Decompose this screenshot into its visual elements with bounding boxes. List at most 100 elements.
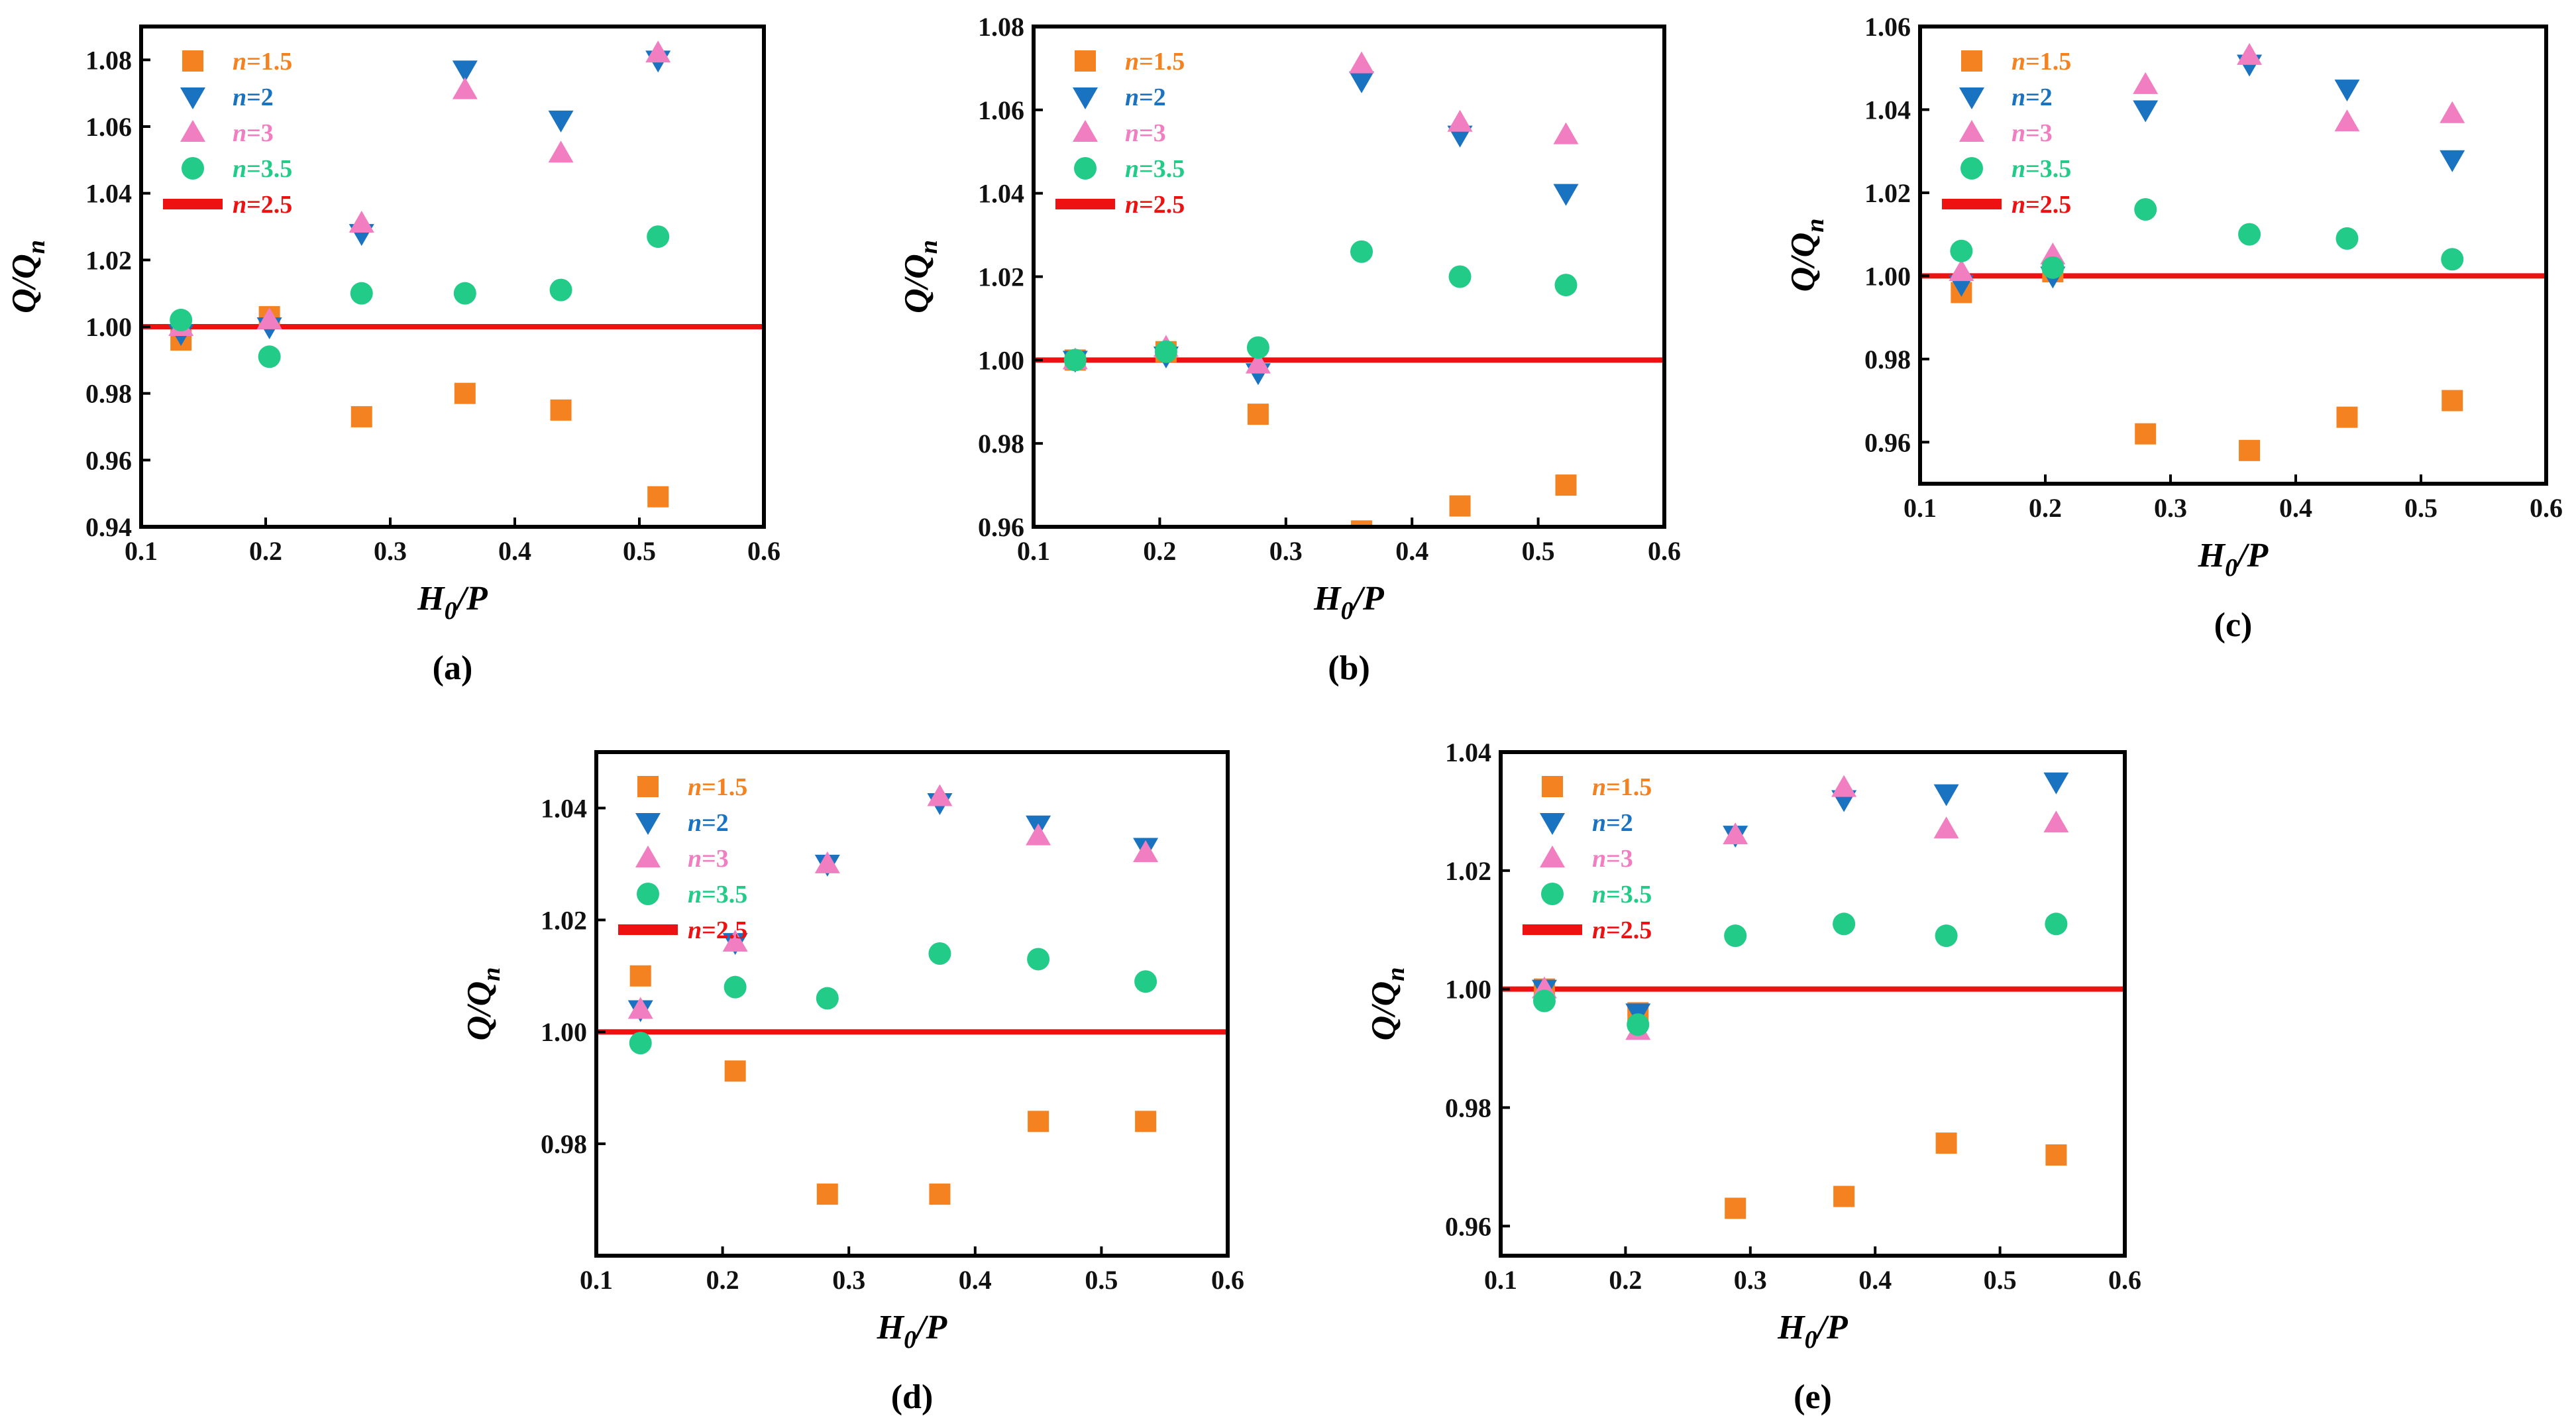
- y-tick-label: 0.96: [85, 445, 132, 475]
- y-tick-label: 1.06: [978, 95, 1024, 125]
- legend-line-n2_5: [618, 924, 678, 935]
- y-tick-label: 1.02: [1445, 856, 1491, 886]
- point-n2-3: [1349, 71, 1375, 93]
- legend-label-n2_5: n=2.5: [1125, 191, 1185, 219]
- point-n3-5: [1553, 122, 1579, 144]
- legend-line-n2_5: [163, 199, 223, 209]
- panel-label: (d): [891, 1378, 934, 1416]
- y-tick-label: 1.08: [85, 45, 132, 75]
- plot-frame: [1499, 750, 2127, 1258]
- point-n1_5-5: [647, 486, 669, 508]
- legend-marker-n2: [1073, 87, 1098, 109]
- point-n1_5-4: [1028, 1111, 1049, 1132]
- x-axis-label: H0/P: [1313, 580, 1385, 625]
- legend-marker-n3_5: [1074, 157, 1097, 180]
- y-tick-label: 1.00: [541, 1017, 587, 1047]
- legend-label-n2_5: n=2.5: [233, 191, 292, 219]
- point-n3_5-3: [1833, 912, 1856, 936]
- legend-label-n3: n=3: [1125, 119, 1166, 147]
- y-tick-label: 0.98: [1864, 345, 1911, 374]
- x-tick-label: 0.3: [374, 536, 407, 566]
- point-n1_5-2: [2135, 423, 2157, 445]
- legend-label-n2: n=2: [1592, 809, 1633, 837]
- legend-marker-n2: [1540, 813, 1565, 835]
- legend-label-n3_5: n=3.5: [2012, 155, 2071, 183]
- point-n2-5: [2043, 772, 2069, 795]
- point-n3_5-0: [1950, 239, 1973, 262]
- legend-marker-n3_5: [637, 883, 659, 905]
- y-tick-label: 1.04: [85, 179, 132, 209]
- legend-label-n2_5: n=2.5: [1592, 916, 1652, 944]
- legend-label-n3: n=3: [2012, 119, 2053, 147]
- y-tick-label: 1.06: [1864, 12, 1911, 42]
- point-n3-2: [2133, 72, 2159, 94]
- legend: n=1.5 n=2 n=3 n=3.5 n=2.5: [618, 773, 747, 944]
- legend-label-n1_5: n=1.5: [233, 48, 292, 76]
- y-tick-label: 0.98: [85, 379, 132, 409]
- x-axis-label: H0/P: [877, 1309, 948, 1354]
- point-n2-4: [2334, 80, 2360, 102]
- legend-marker-n1_5: [637, 776, 659, 797]
- legend-marker-n3: [1540, 846, 1565, 867]
- point-n1_5-5: [1555, 474, 1577, 496]
- y-tick-label: 1.04: [1445, 738, 1491, 767]
- point-n3-3: [1831, 775, 1857, 797]
- point-n3_5-3: [1350, 240, 1373, 263]
- legend-label-n3_5: n=3.5: [688, 881, 747, 908]
- legend-label-n3: n=3: [233, 119, 274, 147]
- x-tick-label: 0.1: [1484, 1265, 1517, 1295]
- y-axis-label: Q/Qn: [1365, 967, 1410, 1041]
- point-n3_5-2: [1246, 336, 1269, 359]
- legend: n=1.5 n=2 n=3 n=3.5 n=2.5: [1055, 48, 1185, 219]
- y-tick-label: 0.98: [1445, 1093, 1491, 1123]
- point-n3-1: [256, 307, 282, 329]
- point-n1_5-3: [2239, 439, 2261, 461]
- point-n3_5-5: [1554, 274, 1578, 297]
- y-axis-label: Q/Qn: [898, 240, 943, 313]
- x-tick-label: 0.4: [498, 536, 531, 566]
- legend-label-n3: n=3: [688, 845, 729, 873]
- legend: n=1.5 n=2 n=3 n=3.5 n=2.5: [163, 48, 292, 219]
- y-tick-label: 1.02: [978, 262, 1024, 292]
- point-n3-4: [1026, 823, 1051, 846]
- legend-label-n3: n=3: [1592, 845, 1633, 873]
- point-n1_5-4: [2336, 406, 2358, 428]
- point-n3_5-5: [2045, 912, 2068, 936]
- legend-line-n2_5: [1942, 199, 2002, 209]
- data-points: [1062, 51, 1579, 527]
- point-n1_5-5: [2045, 1144, 2067, 1166]
- y-tick-label: 1.04: [978, 179, 1024, 209]
- y-tick-label: 0.94: [85, 512, 132, 542]
- data-points: [168, 40, 671, 508]
- legend-label-n2: n=2: [233, 83, 274, 111]
- point-n3_5-5: [2441, 248, 2464, 271]
- x-tick-label: 0.5: [1984, 1265, 2017, 1295]
- point-n2-3: [452, 60, 478, 83]
- legend-marker-n2: [1959, 87, 1984, 109]
- legend-label-n1_5: n=1.5: [1592, 773, 1652, 801]
- legend-label-n2: n=2: [688, 809, 729, 837]
- point-n1_5-3: [454, 382, 476, 404]
- x-axis-label: H0/P: [417, 580, 488, 625]
- y-tick-label: 1.04: [1864, 95, 1911, 125]
- point-n1_5-0: [629, 965, 651, 987]
- point-n3-1: [722, 930, 748, 952]
- x-tick-label: 0.1: [1017, 536, 1050, 566]
- legend-label-n1_5: n=1.5: [688, 773, 747, 801]
- point-n3-5: [2440, 101, 2465, 123]
- point-n1_5-4: [1935, 1132, 1957, 1154]
- x-tick-label: 0.6: [747, 536, 780, 566]
- y-axis-label: Q/Qn: [1784, 219, 1829, 292]
- point-n3_5-2: [350, 282, 373, 305]
- y-tick-label: 0.96: [1864, 427, 1911, 457]
- point-n3_5-3: [453, 282, 476, 305]
- y-tick-label: 1.04: [541, 793, 587, 823]
- x-tick-label: 0.4: [1858, 1265, 1892, 1295]
- legend-marker-n3_5: [1960, 157, 1983, 180]
- legend-label-n2: n=2: [1125, 83, 1166, 111]
- legend-marker-n3: [1073, 120, 1098, 142]
- point-n3_5-2: [816, 987, 839, 1010]
- plot-frame: [139, 25, 766, 529]
- y-axis-label: Q/Qn: [460, 967, 506, 1041]
